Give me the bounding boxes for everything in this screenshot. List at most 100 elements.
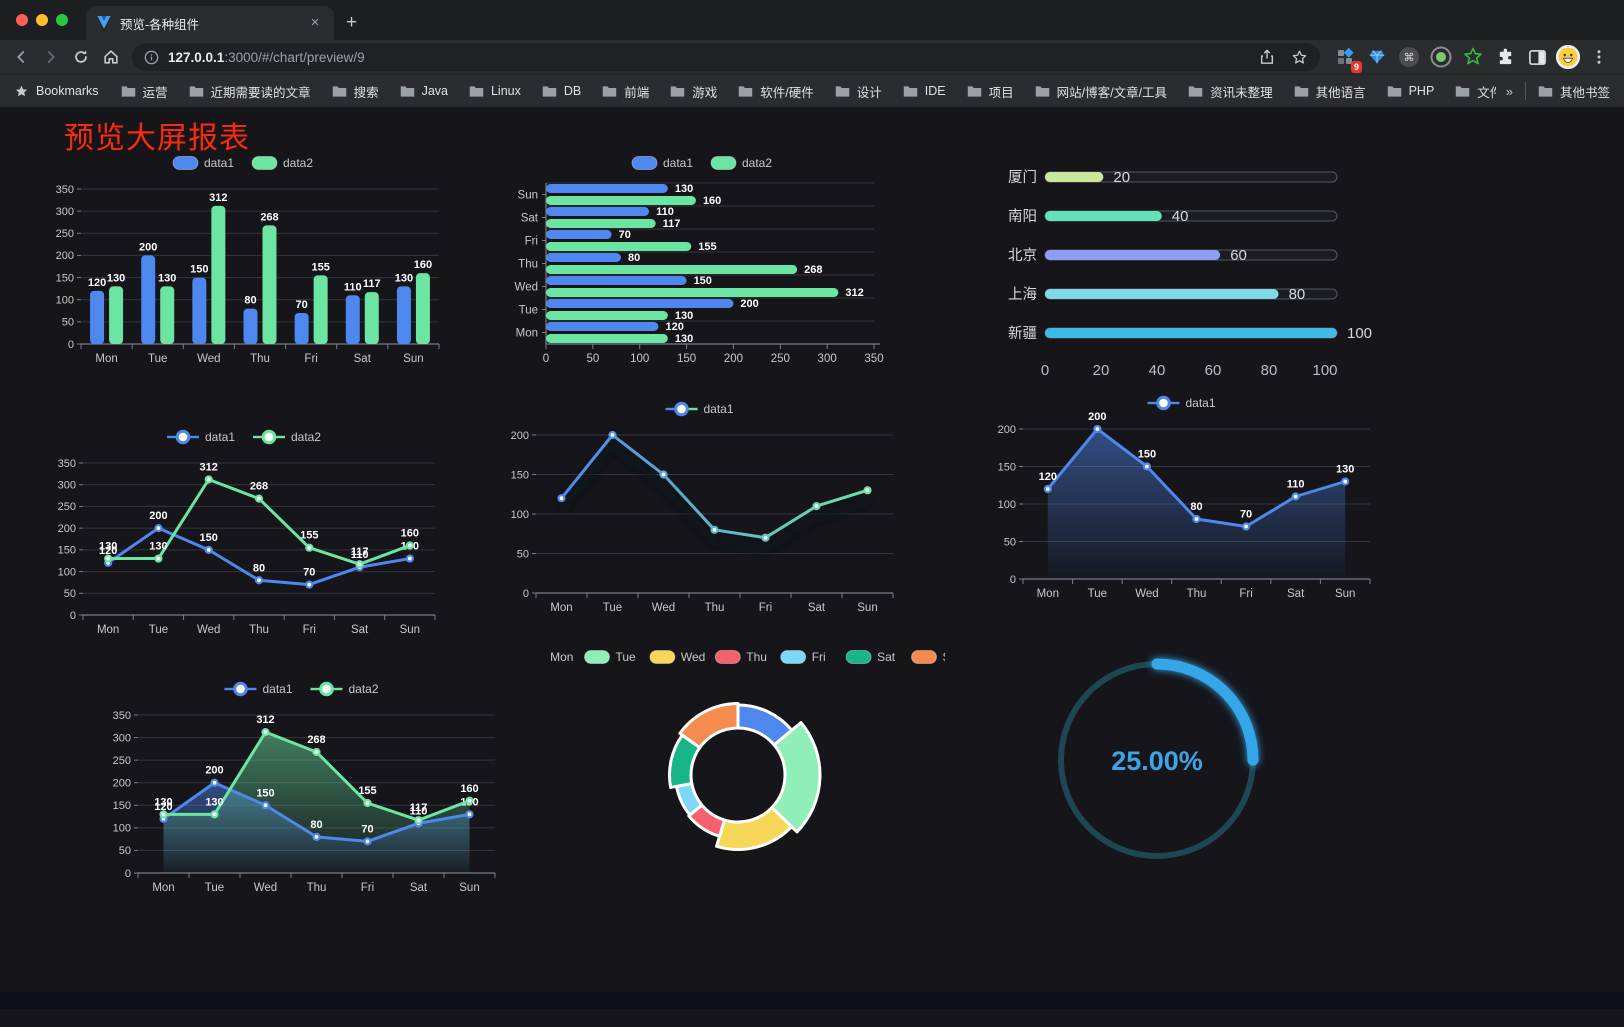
svg-text:155: 155 xyxy=(300,530,318,542)
browser-tab[interactable]: 预览-各种组件 × xyxy=(86,6,334,40)
chart-bar-grouped-horizontal[interactable]: data1 data2 0 50 100 150 200 250 300 350 Mon Tue Wed… xyxy=(498,151,910,376)
bookmark-label: Java xyxy=(421,84,448,98)
bookmark-folder[interactable]: Linux xyxy=(469,84,521,98)
profile-avatar[interactable] xyxy=(1556,45,1580,69)
bookmark-folder[interactable]: 项目 xyxy=(967,82,1014,101)
svg-text:200: 200 xyxy=(205,765,223,777)
svg-text:Mon: Mon xyxy=(1037,588,1059,600)
zoom-window-button[interactable] xyxy=(56,14,68,26)
chart-line-area-two[interactable]: data1 data2 0 50 100 150 200 250 300 350 Mon Tue Wed… xyxy=(100,677,507,905)
bookmark-label: 近期需要读的文章 xyxy=(210,85,311,100)
share-icon[interactable] xyxy=(1259,49,1275,65)
bookmark-folder[interactable]: 游戏 xyxy=(670,82,717,101)
svg-text:Sun: Sun xyxy=(857,602,877,614)
chart-line-two-series[interactable]: data1 data2 0 50 100 150 200 250 300 350 Mon Tue Wed… xyxy=(45,425,447,647)
home-button[interactable] xyxy=(96,43,126,71)
svg-text:Thu: Thu xyxy=(250,353,270,365)
svg-text:Fri: Fri xyxy=(304,353,317,365)
svg-text:70: 70 xyxy=(303,567,315,579)
bookmark-label: DB xyxy=(563,84,582,98)
bookmark-label: 运营 xyxy=(142,85,168,100)
svg-text:312: 312 xyxy=(845,287,863,299)
svg-text:130: 130 xyxy=(99,541,117,553)
back-button[interactable] xyxy=(6,43,36,71)
address-bar[interactable]: 127.0.0.1:3000/#/chart/preview/9 xyxy=(132,43,1320,71)
svg-text:117: 117 xyxy=(410,802,428,814)
svg-text:268: 268 xyxy=(804,264,822,276)
svg-text:80: 80 xyxy=(253,562,265,574)
svg-text:Mon: Mon xyxy=(516,328,538,340)
bookmark-folder[interactable]: 设计 xyxy=(835,82,882,101)
svg-text:130: 130 xyxy=(205,796,223,808)
svg-text:150: 150 xyxy=(113,800,131,812)
extension-command-icon[interactable]: ⌘ xyxy=(1396,44,1422,70)
svg-text:Sun: Sun xyxy=(459,882,479,894)
bookmark-folder[interactable]: PHP xyxy=(1387,84,1434,98)
bookmarks-overflow-button[interactable]: » xyxy=(1505,83,1513,99)
extension-green-star-icon[interactable] xyxy=(1460,44,1486,70)
svg-text:100: 100 xyxy=(1312,362,1337,379)
extension-record-icon[interactable] xyxy=(1428,44,1454,70)
svg-text:0: 0 xyxy=(543,353,549,365)
svg-text:70: 70 xyxy=(619,229,631,241)
chart-percent-gauge[interactable]: 25.00% xyxy=(1040,641,1275,879)
chart-city-progress[interactable]: 厦门 20 南阳 40 北京 60 上海 80 新疆 100 0 20 40 60 80 100 xyxy=(985,157,1380,392)
svg-text:70: 70 xyxy=(361,823,373,835)
svg-text:80: 80 xyxy=(1289,286,1306,303)
bookmark-folder[interactable]: 前端 xyxy=(602,82,649,101)
svg-text:130: 130 xyxy=(158,272,176,284)
browser-menu-icon[interactable] xyxy=(1586,44,1612,70)
chart-week-donut[interactable]: Mon Tue Wed Thu Fri Sat Sun xyxy=(518,641,964,876)
site-info-icon[interactable] xyxy=(144,50,159,65)
bookmark-folder[interactable]: IDE xyxy=(903,84,946,98)
svg-text:Fri: Fri xyxy=(759,602,772,614)
bookmark-folder[interactable]: DB xyxy=(542,84,581,98)
bookmark-folder[interactable]: 软件/硬件 xyxy=(738,82,814,101)
bookmark-folder[interactable]: 网站/博客/文章/工具 xyxy=(1035,82,1167,101)
minimize-window-button[interactable] xyxy=(36,14,48,26)
svg-text:70: 70 xyxy=(1240,509,1252,521)
extension-puzzle-icon[interactable] xyxy=(1492,44,1518,70)
svg-text:200: 200 xyxy=(998,424,1016,436)
extension-grid-icon[interactable]: 9 xyxy=(1332,44,1362,73)
sidebar-toggle-icon[interactable] xyxy=(1524,44,1550,70)
chart-bar-grouped-vertical[interactable]: data1 data2 0 50 100 150 200 250 300 350 Mon Tue Wed… xyxy=(45,151,445,376)
bookmark-folder[interactable]: 文件服务器 xyxy=(1455,82,1496,101)
bookmark-star-icon[interactable] xyxy=(1291,49,1308,66)
bookmark-folder[interactable]: 搜索 xyxy=(332,82,379,101)
svg-text:Thu: Thu xyxy=(518,259,538,271)
other-bookmarks-folder[interactable]: 其他书签 xyxy=(1538,82,1610,101)
svg-text:80: 80 xyxy=(244,295,256,307)
svg-text:312: 312 xyxy=(256,714,274,726)
chart-area-single[interactable]: data1 0 50 100 150 200 Mon Tue Wed Thu Fri Sat Sun 12… xyxy=(985,391,1382,611)
bookmark-folder[interactable]: 近期需要读的文章 xyxy=(189,82,311,101)
svg-text:150: 150 xyxy=(1138,449,1156,461)
svg-text:160: 160 xyxy=(703,195,721,207)
svg-text:Fri: Fri xyxy=(303,624,316,636)
forward-button[interactable] xyxy=(36,43,66,71)
extension-gem-icon[interactable] xyxy=(1364,44,1390,70)
new-tab-button[interactable]: + xyxy=(346,12,358,33)
bookmark-folder[interactable]: 其他语言 xyxy=(1294,82,1366,101)
tab-close-icon[interactable]: × xyxy=(310,14,320,31)
svg-text:Sun: Sun xyxy=(1335,588,1355,600)
svg-text:300: 300 xyxy=(818,353,837,365)
svg-text:Sat: Sat xyxy=(877,650,896,664)
svg-text:250: 250 xyxy=(58,501,76,513)
close-window-button[interactable] xyxy=(16,14,28,26)
bookmarks-root[interactable]: Bookmarks xyxy=(14,84,99,99)
bookmark-folder[interactable]: Java xyxy=(400,84,448,98)
reload-button[interactable] xyxy=(66,43,96,71)
chart-line-gradient[interactable]: data1 0 50 100 150 200 Mon Tue Wed Thu Fri Sat Sun xyxy=(498,397,905,625)
bookmark-folder[interactable]: 资讯未整理 xyxy=(1188,82,1273,101)
svg-text:data1: data1 xyxy=(205,430,235,444)
bookmark-folder[interactable]: 运营 xyxy=(121,82,168,101)
svg-text:Tue: Tue xyxy=(519,305,538,317)
svg-text:Tue: Tue xyxy=(205,882,224,894)
svg-text:Mon: Mon xyxy=(550,650,573,664)
svg-text:100: 100 xyxy=(58,566,76,578)
svg-text:Tue: Tue xyxy=(1088,588,1107,600)
svg-text:data2: data2 xyxy=(291,430,321,444)
svg-text:Thu: Thu xyxy=(705,602,725,614)
